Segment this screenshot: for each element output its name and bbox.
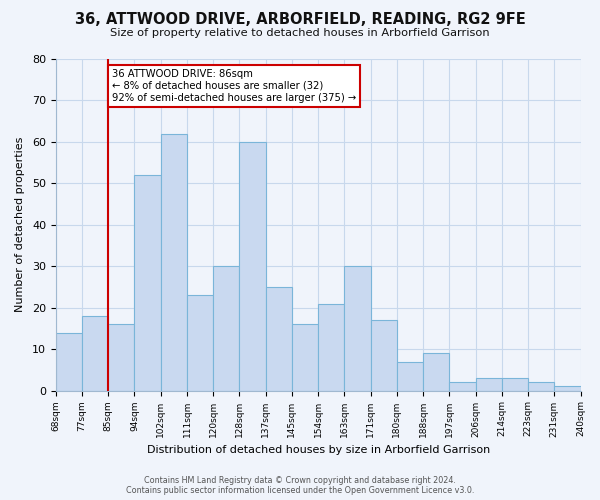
Text: 36 ATTWOOD DRIVE: 86sqm
← 8% of detached houses are smaller (32)
92% of semi-det: 36 ATTWOOD DRIVE: 86sqm ← 8% of detached…	[112, 70, 356, 102]
Bar	[213, 266, 239, 390]
Bar	[344, 266, 371, 390]
Bar	[449, 382, 476, 390]
Bar	[528, 382, 554, 390]
Bar	[423, 354, 449, 391]
Bar	[476, 378, 502, 390]
Bar	[187, 295, 213, 390]
X-axis label: Distribution of detached houses by size in Arborfield Garrison: Distribution of detached houses by size …	[146, 445, 490, 455]
Bar	[554, 386, 581, 390]
Bar	[134, 175, 161, 390]
Bar	[397, 362, 423, 390]
Bar	[266, 287, 292, 391]
Y-axis label: Number of detached properties: Number of detached properties	[15, 137, 25, 312]
Text: 36, ATTWOOD DRIVE, ARBORFIELD, READING, RG2 9FE: 36, ATTWOOD DRIVE, ARBORFIELD, READING, …	[74, 12, 526, 28]
Text: Contains HM Land Registry data © Crown copyright and database right 2024.
Contai: Contains HM Land Registry data © Crown c…	[126, 476, 474, 495]
Bar	[502, 378, 528, 390]
Bar	[371, 320, 397, 390]
Bar	[239, 142, 266, 390]
Text: Size of property relative to detached houses in Arborfield Garrison: Size of property relative to detached ho…	[110, 28, 490, 38]
Bar	[318, 304, 344, 390]
Bar	[82, 316, 108, 390]
Bar	[161, 134, 187, 390]
Bar	[108, 324, 134, 390]
Bar	[56, 332, 82, 390]
Bar	[292, 324, 318, 390]
